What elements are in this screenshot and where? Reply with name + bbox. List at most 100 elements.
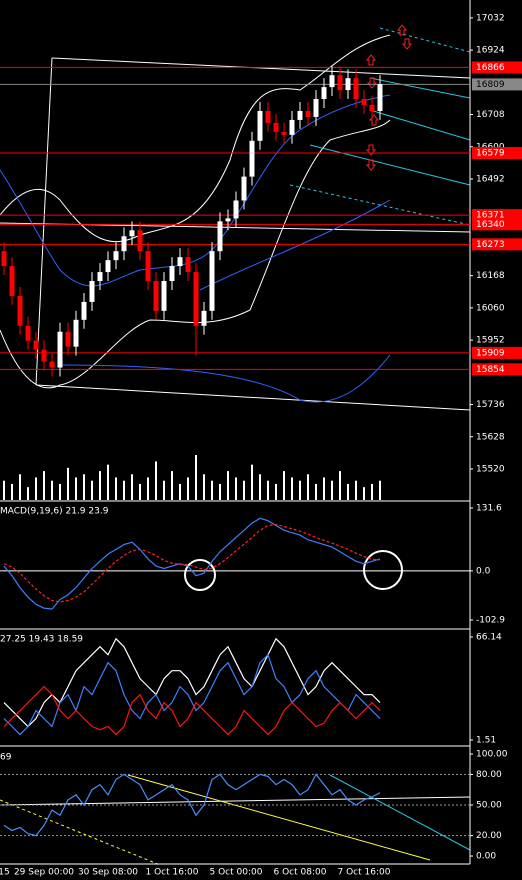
volume-bar	[211, 480, 213, 500]
volume-bar	[147, 477, 149, 500]
trend-line	[329, 774, 471, 851]
candle-body	[129, 230, 135, 237]
overlays	[0, 24, 471, 866]
y-tick-label: -102.9	[476, 616, 505, 626]
candle-body	[377, 84, 383, 111]
candle-body	[353, 78, 359, 100]
y-tick-label: 20.00	[476, 831, 502, 841]
channel-line	[35, 384, 471, 411]
candle-body	[137, 230, 143, 252]
cyan-line	[369, 77, 471, 99]
series-line	[3, 773, 381, 837]
y-tick-label: 17032	[476, 13, 505, 23]
level-label: 16866	[476, 63, 505, 73]
cyan-line	[309, 144, 471, 186]
candle-body	[177, 257, 183, 267]
level-tag	[472, 238, 522, 251]
volume-bar	[35, 477, 37, 500]
candle-body	[321, 87, 327, 100]
y-tick-label: 16492	[476, 174, 505, 184]
candle-body	[313, 99, 319, 117]
volume-bar	[371, 483, 373, 500]
volume-bar	[171, 471, 173, 500]
candle-body	[329, 75, 335, 88]
frame	[0, 0, 471, 865]
candle-body	[249, 140, 255, 177]
trend-line	[0, 796, 471, 806]
x-tick-label: 30 Sep 08:00	[78, 868, 138, 878]
volume-bar	[243, 480, 245, 500]
candle-body	[41, 349, 47, 362]
candle-body	[201, 310, 207, 326]
cyan-line	[289, 184, 471, 226]
y-tick-label: 16168	[476, 271, 505, 281]
channel-line	[35, 57, 53, 386]
candle-body	[1, 251, 7, 267]
candle-body	[153, 281, 159, 311]
volume-bar	[291, 477, 293, 500]
candle-body	[17, 295, 23, 326]
candle-body	[113, 251, 119, 261]
candle-body	[217, 221, 223, 252]
candle-body	[81, 301, 87, 320]
volume-bar	[75, 477, 77, 500]
candle-body	[25, 325, 31, 341]
volume-bar	[219, 483, 221, 500]
channel-line	[51, 57, 471, 79]
level-tag	[472, 346, 522, 359]
volume-bar	[307, 474, 309, 500]
candle-body	[345, 78, 351, 91]
level-label: 15909	[476, 348, 505, 358]
candle-body	[305, 110, 311, 117]
volume-bar	[203, 474, 205, 500]
candle-body	[145, 251, 151, 282]
y-tick-label: 16924	[476, 46, 505, 56]
candle-body	[233, 200, 239, 219]
volume-bar	[323, 477, 325, 500]
x-tick-label: 7 Oct 16:00	[338, 868, 391, 878]
volume-bar	[59, 483, 61, 500]
moving-average	[0, 94, 391, 287]
y-tick-label: 131.6	[476, 504, 502, 514]
candle-body	[89, 281, 95, 302]
candle-body	[281, 131, 287, 135]
candle-body	[169, 266, 175, 282]
candle-body	[73, 319, 79, 347]
candle-body	[209, 251, 215, 311]
candle-body	[273, 122, 279, 132]
volume-bar	[67, 467, 69, 500]
volume-bar	[131, 474, 133, 500]
volume-bar	[315, 483, 317, 500]
candle-body	[161, 281, 167, 311]
candle-body	[185, 257, 191, 273]
volume-bar	[187, 477, 189, 500]
volume-bar	[11, 483, 13, 500]
volume-bar	[27, 487, 29, 500]
volume-bar	[123, 480, 125, 500]
series-line	[3, 653, 381, 736]
series-line	[3, 637, 381, 728]
candle-body	[65, 331, 71, 347]
y-tick-label: 15520	[476, 464, 505, 474]
x-tick-label: 1 Oct 16:00	[146, 868, 199, 878]
series-line	[3, 517, 381, 610]
candle-body	[337, 75, 343, 91]
volume-bar	[91, 480, 93, 500]
x-tick-label: 5 Oct 00:00	[210, 868, 263, 878]
volume-bar	[283, 471, 285, 500]
volume-bar	[107, 464, 109, 500]
y-tick-label: 80.00	[476, 770, 502, 780]
cyan-line	[369, 109, 471, 141]
volume-bar	[83, 474, 85, 500]
cyan-line	[379, 27, 471, 53]
volume-bar	[99, 471, 101, 500]
y-tick-label: 100.00	[476, 750, 508, 760]
panel-title: 69	[0, 753, 12, 763]
candle-body	[297, 110, 303, 120]
candle-body	[49, 361, 55, 368]
candle-body	[369, 105, 375, 111]
volume-bar	[355, 480, 357, 500]
volume-bar	[347, 483, 349, 500]
y-tick-label: 15952	[476, 336, 505, 346]
